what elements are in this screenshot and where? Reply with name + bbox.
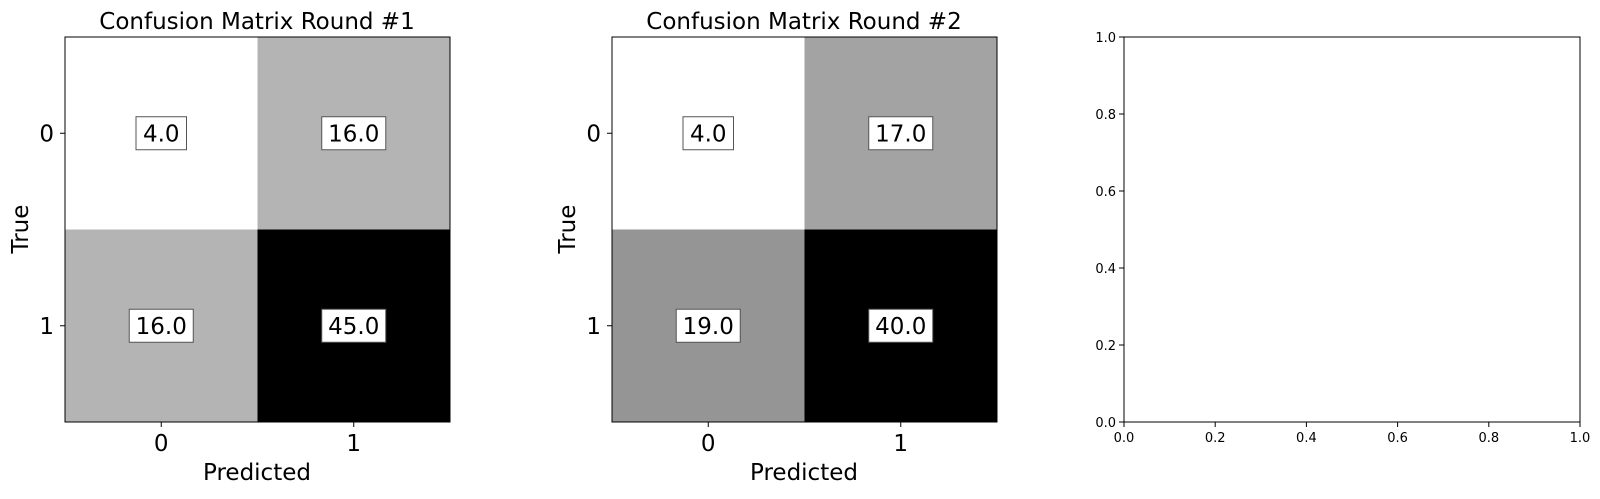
plot-frame [1123,36,1581,423]
cell-label-box [675,308,741,343]
cell-labels: 4.0 16.0 16.0 45.0 [128,116,387,343]
axis-ticks: 0 1 0 1 [586,121,908,457]
empty-axes-panel: 0.0 0.2 0.4 0.6 0.8 1.0 0.0 0.2 0.4 0.6 0.8 1.0 [1095,31,1590,446]
x-tick-label: 1.0 [1570,431,1591,446]
x-tick-label: 1 [346,431,361,457]
x-tick-label: 0 [154,431,169,457]
cell-value-label: 4.0 [143,121,180,147]
y-tick-label: 0.4 [1095,262,1116,277]
cell-label-box [135,116,187,151]
cell-value-label: 17.0 [875,121,926,147]
cell-label-box [868,308,934,343]
x-tick-label: 1 [893,431,908,457]
y-tick-label: 1 [39,314,54,340]
y-tick-label: 1.0 [1095,31,1116,46]
chart-title: Confusion Matrix Round #2 [646,9,961,35]
confusion-matrix-round-1: Confusion Matrix Round #1 4.0 16.0 16.0 45.… [8,9,451,486]
cell-label-box [868,116,934,151]
plot-frame [64,36,451,423]
x-tick-label: 0.2 [1205,431,1226,446]
cell-value-label: 40.0 [875,314,926,340]
y-tick-label: 0.0 [1095,416,1116,431]
y-axis-label: True [8,205,34,255]
axis-ticks: 0 1 0 1 [39,121,361,457]
cell-labels: 4.0 17.0 19.0 40.0 [675,116,934,343]
y-tick-label: 1 [586,314,601,340]
x-tick-label: 0.8 [1478,431,1499,446]
cell-label-box [321,116,387,151]
cell-value-label: 19.0 [683,314,734,340]
confusion-matrix-round-2: Confusion Matrix Round #2 4.0 17.0 19.0 40.… [555,9,998,486]
x-tick-label: 0.6 [1387,431,1408,446]
cell-label-box [321,308,387,343]
cell-label-box [682,116,734,151]
axis-ticks: 0.0 0.2 0.4 0.6 0.8 1.0 0.0 0.2 0.4 0.6 0.8 1.0 [1095,31,1590,446]
y-tick-label: 0 [586,121,601,147]
cell-value-label: 16.0 [328,121,379,147]
y-tick-label: 0.8 [1095,108,1116,123]
y-tick-label: 0.2 [1095,339,1116,354]
x-tick-label: 0 [701,431,716,457]
y-tick-label: 0 [39,121,54,147]
heatmap-cells [65,37,450,422]
x-axis-label: Predicted [203,460,311,486]
cell-label-box [128,308,194,343]
x-tick-label: 0.4 [1296,431,1317,446]
cell-value-label: 45.0 [328,314,379,340]
y-axis-label: True [555,205,581,255]
x-axis-label: Predicted [750,460,858,486]
cell-value-label: 16.0 [136,314,187,340]
x-tick-label: 0.0 [1114,431,1135,446]
heatmap-cells [612,37,997,422]
plot-frame [611,36,998,423]
chart-title: Confusion Matrix Round #1 [99,9,414,35]
cell-value-label: 4.0 [690,121,727,147]
y-tick-label: 0.6 [1095,185,1116,200]
